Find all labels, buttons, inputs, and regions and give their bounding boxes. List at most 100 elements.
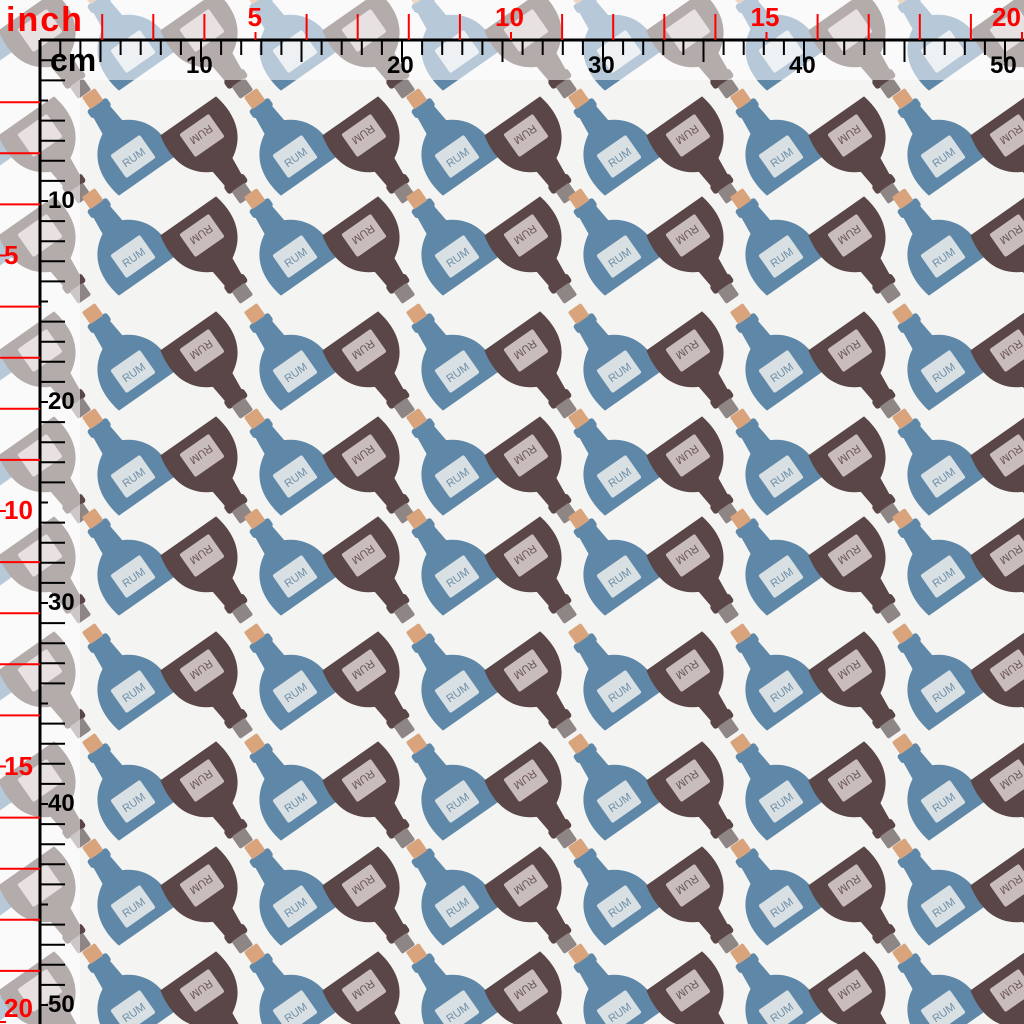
brown-rum-bottle: RUM [970,196,1024,288]
brown-rum-bottle: RUM [970,631,1024,723]
blue-rum-bottle: RUM [244,408,337,516]
inch-unit-label: inch [6,1,84,39]
brown-rum-bottle: RUM [808,416,901,524]
blue-rum-bottle: RUM [730,623,823,731]
cm-label-left: 30 [48,589,75,616]
cm-label-left: 40 [48,790,75,817]
blue-rum-bottle: RUM [568,408,661,516]
brown-rum-bottle: RUM [484,196,577,304]
brown-rum-bottle: RUM [646,741,739,849]
brown-rum-bottle: RUM [808,951,891,1024]
blue-rum-bottle: RUM [568,508,661,616]
blue-rum-bottle: RUM [244,508,337,616]
blue-rum-bottle: RUM [568,88,661,196]
cm-label-top: 10 [186,52,213,79]
blue-rum-bottle: RUM [568,838,661,946]
blue-rum-bottle: RUM [82,88,175,196]
brown-rum-bottle: RUM [160,311,253,419]
cm-label-left: 20 [48,388,75,415]
brown-rum-bottle: RUM [970,741,1024,833]
brown-rum-bottle: RUM [970,416,1024,508]
brown-rum-bottle: RUM [970,311,1024,403]
brown-rum-bottle: RUM [808,846,901,954]
inch-label-left: 5 [4,239,19,270]
blue-rum-bottle: RUM [406,508,499,616]
brown-rum-bottle: RUM [322,196,415,304]
brown-rum-bottle: RUM [646,631,739,739]
blue-rum-bottle: RUM [82,943,175,1024]
blue-rum-bottle: RUM [568,303,661,411]
cm-label-top: 20 [387,52,414,79]
blue-rum-bottle: RUM [244,943,337,1024]
blue-rum-bottle: RUM [730,88,823,196]
inch-label-top: 5 [247,2,262,32]
inch-label-top: 10 [495,2,524,32]
brown-rum-bottle: RUM [646,846,739,954]
blue-rum-bottle: RUM [892,838,985,946]
blue-rum-bottle: RUM [82,623,175,731]
blue-rum-bottle: RUM [892,188,985,296]
brown-rum-bottle: RUM [160,196,253,304]
brown-rum-bottle: RUM [484,516,577,624]
inch-label-left: 15 [4,750,33,781]
blue-rum-bottle: RUM [406,943,499,1024]
blue-rum-bottle: RUM [244,188,337,296]
brown-rum-bottle: RUM [484,311,577,419]
brown-rum-bottle: RUM [160,516,253,624]
brown-rum-bottle: RUM [484,741,577,849]
brown-rum-bottle: RUM [160,951,243,1024]
cm-label-left: 50 [48,991,75,1018]
blue-rum-bottle: RUM [568,188,661,296]
brown-rum-bottle: RUM [970,516,1024,608]
brown-rum-bottle: RUM [646,311,739,419]
blue-rum-bottle: RUM [730,508,823,616]
blue-rum-bottle: RUM [406,88,499,196]
blue-rum-bottle: RUM [892,303,985,411]
brown-rum-bottle: RUM [646,951,729,1024]
cm-label-top: 50 [990,52,1017,79]
blue-rum-bottle: RUM [568,943,661,1024]
brown-rum-bottle: RUM [160,846,253,954]
blue-rum-bottle: RUM [82,733,175,841]
brown-rum-bottle: RUM [646,516,739,624]
brown-rum-bottle: RUM [322,96,415,204]
blue-rum-bottle: RUM [568,733,661,841]
brown-rum-bottle: RUM [160,741,253,849]
blue-rum-bottle: RUM [730,303,823,411]
blue-rum-bottle: RUM [730,408,823,516]
brown-rum-bottle: RUM [160,416,253,524]
blue-rum-bottle: RUM [406,408,499,516]
brown-rum-bottle: RUM [484,416,577,524]
blue-rum-bottle: RUM [82,508,175,616]
blue-rum-bottle: RUM [892,733,985,841]
blue-rum-bottle: RUM [892,88,985,196]
brown-rum-bottle: RUM [970,951,1024,1024]
blue-rum-bottle: RUM [406,303,499,411]
inch-label-left: 10 [4,495,33,525]
inch-label-top: 15 [750,2,780,32]
cm-label-top: 30 [588,52,615,79]
brown-rum-bottle: RUM [646,416,739,524]
brown-rum-bottle: RUM [808,516,901,624]
brown-rum-bottle: RUM [322,951,405,1024]
blue-rum-bottle: RUM [244,88,337,196]
blue-rum-bottle: RUM [82,408,175,516]
brown-rum-bottle: RUM [322,631,415,739]
brown-rum-bottle: RUM [322,311,415,419]
brown-rum-bottle: RUM [322,416,415,524]
blue-rum-bottle: RUM [406,623,499,731]
blue-rum-bottle: RUM [892,508,985,616]
brown-rum-bottle: RUM [484,846,577,954]
blue-rum-bottle: RUM [892,943,985,1024]
brown-rum-bottle: RUM [322,846,415,954]
brown-rum-bottle: RUM [970,96,1024,188]
brown-rum-bottle: RUM [808,311,901,419]
brown-rum-bottle: RUM [160,631,253,739]
brown-rum-bottle: RUM [322,516,415,624]
brown-rum-bottle: RUM [646,96,739,204]
brown-rum-bottle: RUM [484,951,567,1024]
blue-rum-bottle: RUM [730,943,823,1024]
brown-rum-bottle: RUM [808,196,901,304]
brown-rum-bottle: RUM [970,846,1024,938]
